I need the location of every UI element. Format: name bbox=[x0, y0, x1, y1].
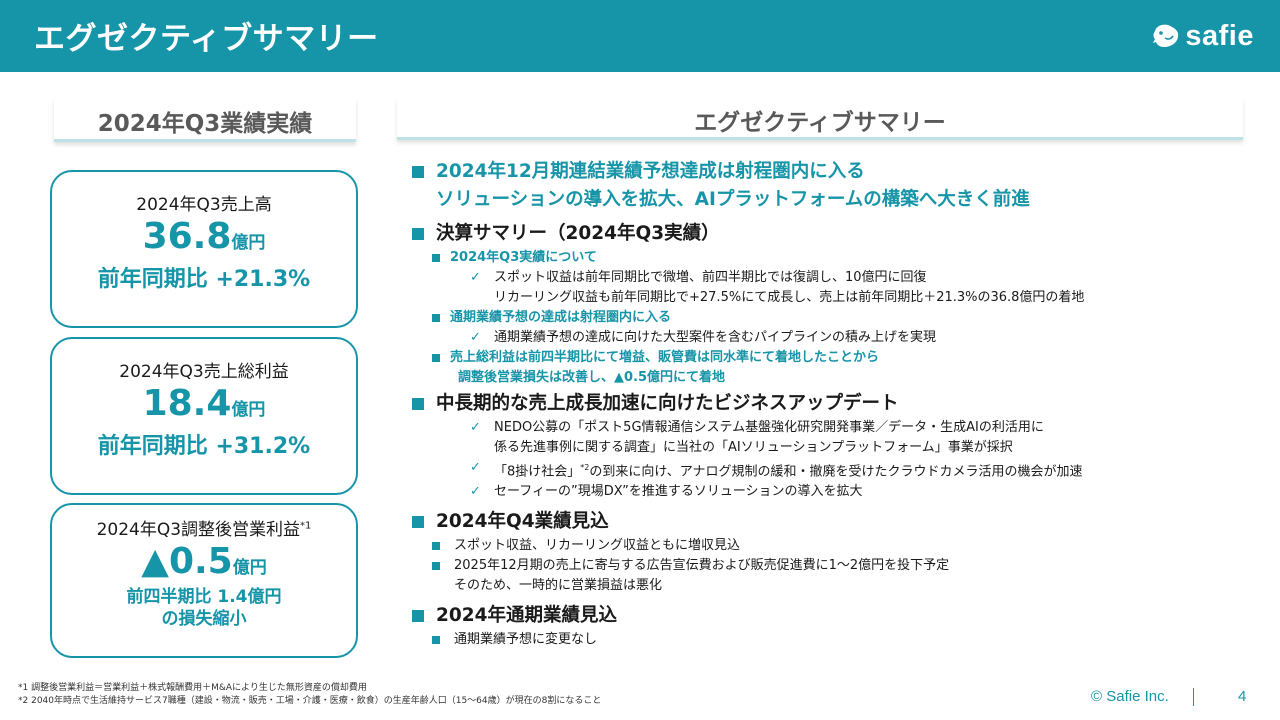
kpi-comparison: 前年同期比 +31.2% bbox=[97, 433, 311, 459]
footnote-1: *1 調整後営業利益＝営業利益＋株式報酬費用＋M&Aにより生じた無形資産の償却費… bbox=[18, 683, 367, 693]
kpi-label: 2024年Q3売上高 bbox=[136, 195, 272, 215]
square-bullet-icon bbox=[412, 610, 424, 623]
kpi-unit: 億円 bbox=[232, 558, 267, 578]
kpi-value: 18.4億円 bbox=[52, 384, 356, 424]
safie-logo: safie bbox=[1151, 20, 1254, 52]
small-square-bullet-icon bbox=[432, 636, 440, 645]
kpi-unit: 億円 bbox=[231, 233, 266, 253]
sub-bullet: 売上総利益は前四半期比にて増益、販管費は同水準にて着地したことから bbox=[410, 348, 1230, 368]
check-item: ✓ セーフィーの”現場DX”を推進するソリューションの導入を拡大 bbox=[410, 482, 1230, 502]
check-icon: ✓ bbox=[470, 330, 481, 345]
square-bullet-icon bbox=[412, 228, 424, 240]
check-icon: ✓ bbox=[470, 270, 481, 285]
sub-bullet-continued: 調整後営業損失は改善し、▲0.5億円にて着地 bbox=[458, 370, 726, 385]
small-square-bullet-icon bbox=[432, 314, 440, 322]
small-square-bullet-icon bbox=[432, 562, 440, 571]
right-section-heading: エグゼクティブサマリー bbox=[397, 98, 1243, 140]
check-item-continued: 係る先進事例に関する調査」に当社の「AIソリューションプラットフォーム」事業が採… bbox=[494, 440, 1013, 455]
check-item: ✓ 「8掛け社会」*2の到来に向け、アナログ規制の緩和・撤廃を受けたクラウドカメ… bbox=[470, 460, 1083, 480]
left-section-heading: 2024年Q3業績実績 bbox=[54, 98, 356, 142]
headline-continued: ソリューションの導入を拡大、AIプラットフォームの構築へ大きく前進 bbox=[436, 189, 1030, 210]
kpi-card-gross-profit: 2024年Q3売上総利益 18.4億円 前年同期比 +31.2% bbox=[50, 337, 358, 495]
section-title-q4-outlook: 2024年Q4業績見込 bbox=[410, 508, 1230, 536]
summary-content: 2024年12月期連結業績予想達成は射程圏内に入る ソリューションの導入を拡大、… bbox=[410, 158, 1230, 650]
footnote-ref: *2 bbox=[580, 463, 590, 472]
section-title-full-year-outlook: 2024年通期業績見込 bbox=[410, 602, 1230, 630]
check-item-continued: リカーリング収益も前年同期比で+27.5%にて成長し、売上は前年同期比＋21.3… bbox=[494, 290, 1085, 305]
page-title: エグゼクティブサマリー bbox=[34, 21, 379, 57]
check-item: ✓ 通期業績予想の達成に向けた大型案件を含むパイプラインの積み上げを実現 bbox=[410, 328, 1230, 348]
section-title-business: 中長期的な売上成長加速に向けたビジネスアップデート bbox=[410, 390, 1230, 418]
square-bullet-icon bbox=[412, 398, 424, 410]
section-title-kessan: 決算サマリー（2024年Q3実績） bbox=[410, 220, 1230, 248]
logo-text: safie bbox=[1185, 19, 1254, 52]
copyright: © Safie Inc. bbox=[1091, 688, 1169, 705]
list-item: スポット収益、リカーリング収益ともに増収見込 bbox=[410, 536, 1230, 556]
small-square-bullet-icon bbox=[432, 254, 440, 262]
kpi-card-revenue: 2024年Q3売上高 36.8億円 前年同期比 +21.3% bbox=[50, 170, 358, 328]
square-bullet-icon bbox=[412, 166, 424, 178]
kpi-comparison: 前年同期比 +21.3% bbox=[97, 266, 311, 292]
check-icon: ✓ bbox=[470, 484, 481, 500]
kpi-comparison: 前四半期比 1.4億円 の損失縮小 bbox=[126, 586, 282, 629]
footnotes: *1 調整後営業利益＝営業利益＋株式報酬費用＋M&Aにより生じた無形資産の償却費… bbox=[18, 682, 601, 708]
list-item: 2025年12月期の売上に寄与する広告宣伝費および販売促進費に1～2億円を投下予… bbox=[410, 556, 1230, 576]
kpi-label: 2024年Q3売上総利益 bbox=[119, 362, 289, 382]
square-bullet-icon bbox=[412, 516, 424, 529]
kpi-value: ▲0.5億円 bbox=[52, 542, 356, 582]
list-item: 通期業績予想に変更なし bbox=[410, 630, 1230, 650]
kpi-number: ▲0.5 bbox=[141, 541, 233, 582]
page-number: 4 bbox=[1238, 688, 1247, 705]
kpi-value: 36.8億円 bbox=[52, 217, 356, 257]
check-icon: ✓ bbox=[470, 420, 481, 435]
kpi-label: 2024年Q3調整後営業利益*1 bbox=[96, 520, 312, 540]
kpi-number: 36.8 bbox=[142, 216, 232, 257]
check-item: ✓ スポット収益は前年同期比で微増、前四半期比では復調し、10億円に回復 bbox=[410, 268, 1230, 288]
safie-bird-logo-icon bbox=[1153, 24, 1179, 47]
kpi-unit: 億円 bbox=[231, 400, 266, 420]
check-icon: ✓ bbox=[470, 460, 481, 475]
sub-bullet: 通期業績予想の達成は射程圏内に入る bbox=[410, 308, 1230, 328]
small-square-bullet-icon bbox=[432, 542, 440, 551]
list-item-continued: そのため、一時的に営業損益は悪化 bbox=[454, 578, 663, 594]
header-bar: エグゼクティブサマリー safie bbox=[0, 0, 1280, 72]
footnote-ref: *1 bbox=[300, 520, 312, 532]
kpi-number: 18.4 bbox=[142, 383, 232, 424]
kpi-card-adjusted-operating-profit: 2024年Q3調整後営業利益*1 ▲0.5億円 前四半期比 1.4億円 の損失縮… bbox=[50, 503, 358, 658]
headline: 2024年12月期連結業績予想達成は射程圏内に入る bbox=[410, 158, 1230, 186]
footnote-2: *2 2040年時点で生活維持サービス7職種（建設・物流・販売・工場・介護・医療… bbox=[18, 696, 602, 706]
sub-bullet: 2024年Q3実績について bbox=[410, 248, 1230, 268]
check-item: ✓ NEDO公募の「ポスト5G情報通信システム基盤強化研究開発事業／データ・生成… bbox=[410, 418, 1230, 438]
footer-divider bbox=[1193, 688, 1194, 706]
small-square-bullet-icon bbox=[432, 354, 440, 362]
